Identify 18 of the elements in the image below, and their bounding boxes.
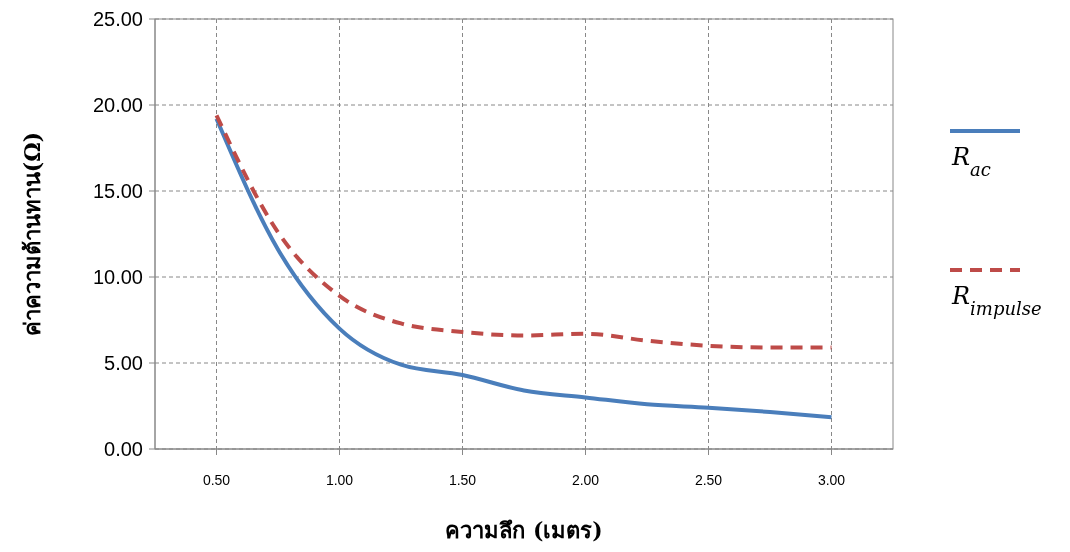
- x-tick-label: 1.50: [448, 472, 477, 488]
- y-tick-label: 10.00: [92, 266, 143, 288]
- line-series: [214, 116, 834, 420]
- x-tick-label: 3.00: [817, 472, 846, 488]
- y-tick-label: 25.00: [92, 8, 143, 30]
- legend-label: R$_{ac}$: [951, 143, 991, 180]
- y-axis-title: ค่าความต้านทาน(Ω): [19, 131, 45, 337]
- y-tick-label: 5.00: [104, 352, 143, 374]
- x-tick-label: 0.50: [202, 472, 231, 488]
- y-tick-label: 0.00: [104, 438, 143, 460]
- legend-label: R$_{impulse}$: [951, 282, 1042, 319]
- x-axis-title: ความลึก (เมตร): [445, 517, 603, 543]
- line-series: [214, 113, 834, 350]
- y-tick-label: 15.00: [92, 180, 143, 202]
- x-tick-label: 1.00: [325, 472, 354, 488]
- x-tick-label: 2.00: [571, 472, 600, 488]
- x-tick-label: 2.50: [694, 472, 723, 488]
- y-tick-label: 20.00: [92, 94, 143, 116]
